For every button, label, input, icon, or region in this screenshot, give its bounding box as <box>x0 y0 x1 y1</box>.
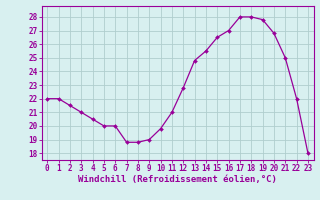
X-axis label: Windchill (Refroidissement éolien,°C): Windchill (Refroidissement éolien,°C) <box>78 175 277 184</box>
